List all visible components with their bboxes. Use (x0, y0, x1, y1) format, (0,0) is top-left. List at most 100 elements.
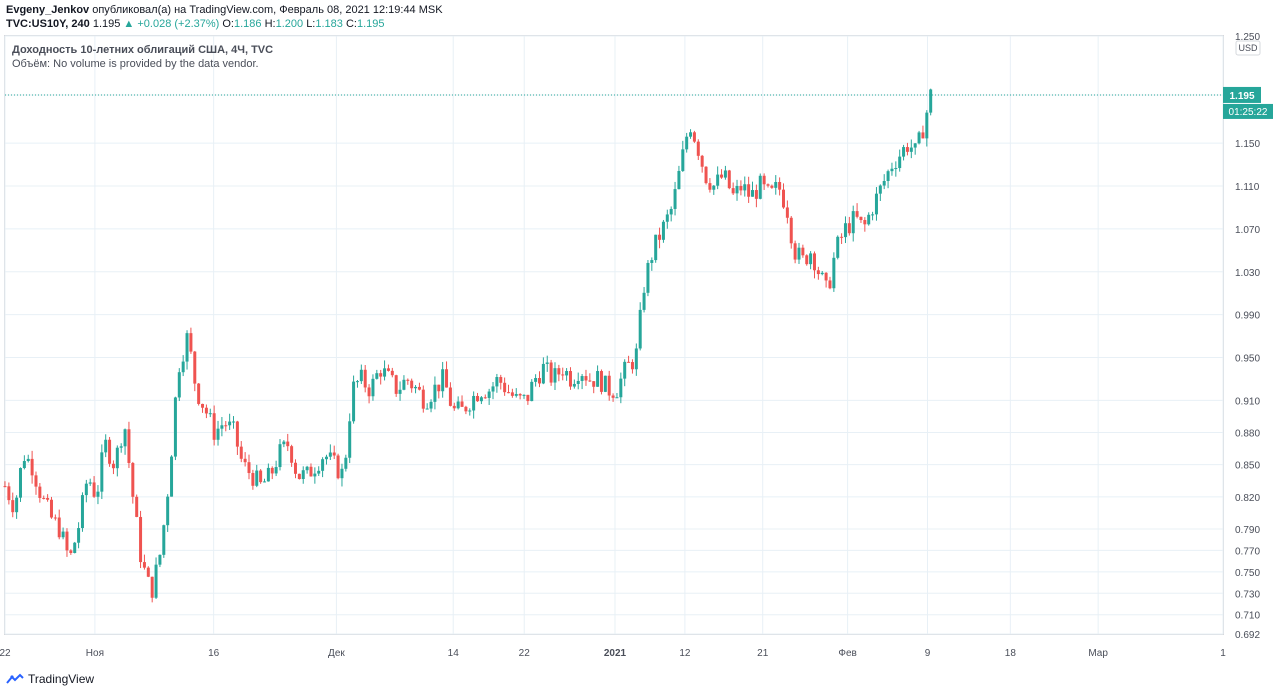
close-label: C: (345, 18, 357, 30)
countdown-tag (1223, 103, 1273, 119)
candle-body (816, 270, 820, 275)
candle-body (692, 132, 696, 142)
candle-body (476, 395, 480, 402)
x-tick-label: Фев (838, 648, 856, 659)
candle-body (232, 421, 236, 423)
candle-body (189, 333, 193, 352)
candle-body (743, 184, 747, 191)
y-tick-label: 0.730 (1235, 589, 1260, 600)
candle-body (328, 452, 332, 457)
candle-body (650, 260, 654, 263)
candle-body (638, 309, 642, 349)
candle-body (774, 182, 778, 188)
candle-body (646, 262, 650, 293)
x-tick-label: 21 (757, 648, 769, 659)
publish-info: Evgeny_Jenkov опубликовал(а) на TradingV… (6, 4, 443, 16)
candle-body (53, 517, 57, 519)
candle-body (108, 439, 112, 464)
candle-body (518, 394, 522, 396)
candle-body (421, 389, 425, 409)
candle-body (615, 397, 619, 399)
candle-body (874, 193, 878, 215)
candle-body (402, 379, 406, 390)
candle-body (758, 175, 762, 199)
candle-body (386, 368, 390, 371)
x-tick-label: 12 (679, 648, 691, 659)
candle-body (619, 378, 623, 398)
candle-body (766, 184, 770, 186)
candle-body (689, 132, 693, 137)
legend-volume: Объём: No volume is provided by the data… (12, 58, 259, 70)
candle-body (317, 470, 321, 474)
candle-body (917, 132, 921, 144)
candle-body (158, 554, 162, 565)
y-tick-label: 0.820 (1235, 493, 1260, 504)
y-tick-label: 0.692 (1235, 630, 1260, 641)
candle-body (96, 491, 100, 497)
candle-body (57, 517, 61, 538)
x-tick-label: 16 (208, 648, 220, 659)
x-tick-label: 2021 (604, 648, 627, 659)
candle-body (73, 542, 77, 553)
candle-body (751, 190, 755, 197)
open-value: 1.186 (234, 18, 262, 30)
candle-body (247, 462, 251, 474)
y-tick-label: 0.880 (1235, 429, 1260, 440)
candle-body (359, 369, 363, 382)
candle-body (828, 280, 832, 289)
candle-body (352, 381, 356, 422)
candle-body (801, 247, 805, 256)
footer-brand[interactable]: TradingView (6, 672, 94, 686)
candle-body (204, 407, 208, 414)
symbol-label: TVC:US10Y, 240 (6, 18, 90, 30)
candle-body (712, 185, 716, 190)
candle-body (355, 381, 359, 383)
candle-body (797, 247, 801, 260)
candle-body (150, 576, 154, 598)
candle-body (18, 468, 22, 498)
candle-body (754, 190, 758, 199)
candle-body (11, 500, 15, 513)
candle-body (793, 243, 797, 260)
candle-body (685, 136, 689, 150)
x-tick-label: Ноя (86, 648, 104, 659)
candle-body (77, 528, 81, 543)
candle-body (170, 456, 174, 497)
candle-body (514, 394, 518, 396)
x-tick-label: 22 (519, 648, 531, 659)
candle-body (3, 486, 7, 488)
candle-body (49, 499, 53, 518)
candle-body (886, 171, 890, 181)
candle-body (22, 461, 26, 469)
y-tick-label: 0.850 (1235, 461, 1260, 472)
candle-body (723, 170, 727, 178)
x-tick-label: 9 (925, 648, 931, 659)
candle-body (557, 368, 561, 375)
x-tick-label: 22 (0, 648, 11, 659)
candle-body (425, 408, 429, 410)
candle-body (441, 369, 445, 392)
published-text: опубликовал(а) на TradingView.com, Февра… (92, 4, 443, 16)
candle-body (414, 386, 418, 389)
candle-body (596, 371, 600, 387)
author-name[interactable]: Evgeny_Jenkov (6, 4, 90, 16)
candle-body (921, 132, 925, 139)
candle-body (162, 525, 166, 555)
candle-body (340, 468, 344, 479)
candle-body (371, 378, 375, 397)
candle-body (499, 377, 503, 383)
candle-body (561, 374, 565, 376)
candle-body (658, 234, 662, 240)
candle-body (654, 234, 658, 261)
currency-badge[interactable] (1235, 40, 1261, 56)
candle-body (522, 394, 526, 396)
candle-body (487, 391, 491, 398)
current-price-label: 1.195 (1229, 91, 1254, 102)
candle-body (468, 410, 472, 412)
candle-body (429, 401, 433, 409)
candle-body (301, 470, 305, 480)
candle-body (119, 446, 123, 448)
candle-body (332, 452, 336, 456)
candle-body (541, 363, 545, 384)
